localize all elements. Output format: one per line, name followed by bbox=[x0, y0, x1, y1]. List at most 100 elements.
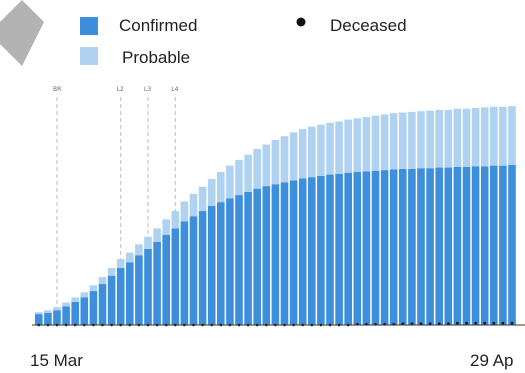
marker-label-br: BR bbox=[53, 86, 61, 93]
bar-probable bbox=[198, 186, 207, 212]
bar-confirmed bbox=[207, 205, 216, 325]
bar-confirmed bbox=[226, 198, 234, 325]
bar-confirmed bbox=[480, 166, 489, 325]
bar-probable bbox=[453, 108, 462, 167]
bar-probable bbox=[162, 219, 170, 235]
bar-probable bbox=[444, 109, 453, 168]
bar-confirmed bbox=[235, 195, 243, 325]
bar-confirmed bbox=[490, 165, 498, 325]
bar-probable bbox=[490, 106, 498, 166]
bar-confirmed bbox=[289, 180, 298, 325]
bar-probable bbox=[308, 126, 316, 178]
bar-confirmed bbox=[180, 221, 189, 325]
bar-probable bbox=[435, 109, 443, 168]
bar-confirmed bbox=[80, 297, 89, 325]
bar-confirmed bbox=[399, 168, 407, 325]
bar-confirmed bbox=[280, 182, 289, 325]
plot-area: BR L2 L3 L4 bbox=[35, 86, 516, 327]
bar-confirmed bbox=[253, 188, 261, 325]
legend-label-confirmed: Confirmed bbox=[119, 16, 197, 35]
point-deceased bbox=[492, 321, 496, 325]
bar-confirmed bbox=[326, 174, 334, 325]
bar-probable bbox=[244, 154, 252, 192]
bar-probable bbox=[171, 211, 180, 229]
bar-probable bbox=[80, 292, 89, 298]
point-deceased bbox=[419, 322, 423, 326]
bar-confirmed bbox=[508, 165, 516, 325]
bar-confirmed bbox=[417, 168, 425, 325]
bar-probable bbox=[353, 118, 362, 173]
bar-probable bbox=[408, 111, 416, 169]
bar-probable bbox=[471, 108, 480, 167]
bar-confirmed bbox=[462, 166, 471, 325]
bar-probable bbox=[71, 297, 79, 302]
bar-confirmed bbox=[107, 275, 116, 325]
bar-confirmed bbox=[453, 166, 462, 325]
bar-confirmed bbox=[471, 166, 480, 325]
point-deceased bbox=[501, 321, 505, 325]
bar-confirmed bbox=[298, 178, 307, 325]
bar-probable bbox=[207, 179, 216, 206]
bar-probable bbox=[262, 144, 271, 187]
bar-probable bbox=[98, 277, 107, 285]
bar-confirmed bbox=[153, 241, 161, 325]
bar-confirmed bbox=[62, 306, 70, 325]
bar-confirmed bbox=[408, 168, 416, 325]
bar-probable bbox=[289, 132, 298, 181]
bar-probable bbox=[107, 268, 116, 276]
bar-confirmed bbox=[71, 301, 79, 325]
bar-probable bbox=[298, 129, 307, 179]
bar-probable bbox=[135, 244, 143, 256]
bar-confirmed bbox=[116, 268, 125, 325]
point-deceased bbox=[456, 321, 459, 325]
bar-confirmed bbox=[162, 234, 170, 325]
bar-probable bbox=[189, 193, 198, 217]
bar-probable bbox=[326, 122, 334, 175]
marker-label-l3: L3 bbox=[144, 86, 151, 93]
point-deceased bbox=[465, 321, 468, 325]
x-axis-end-label: 29 Ap bbox=[470, 351, 514, 370]
bar-probable bbox=[126, 252, 134, 263]
legend: Confirmed Probable Deceased bbox=[80, 16, 407, 67]
bar-confirmed bbox=[444, 167, 453, 325]
bar-probable bbox=[317, 124, 325, 176]
point-deceased bbox=[474, 321, 477, 325]
point-deceased bbox=[447, 322, 450, 326]
bar-confirmed bbox=[35, 314, 43, 325]
bar-confirmed bbox=[389, 169, 398, 325]
bar-probable bbox=[371, 115, 380, 171]
bar-probable bbox=[344, 119, 352, 173]
legend-marker-deceased bbox=[296, 17, 306, 27]
bar-probable bbox=[399, 112, 407, 169]
point-deceased bbox=[483, 321, 487, 325]
bar-probable bbox=[499, 106, 507, 166]
bar-confirmed bbox=[353, 172, 362, 325]
bar-probable bbox=[462, 108, 471, 167]
back-arrow-shape bbox=[0, 0, 44, 66]
bar-confirmed bbox=[171, 228, 180, 325]
bar-probable bbox=[180, 201, 189, 222]
bar-confirmed bbox=[98, 284, 107, 325]
bar-probable bbox=[362, 117, 371, 172]
bar-probable bbox=[389, 113, 398, 170]
bar-confirmed bbox=[144, 248, 152, 325]
bar-probable bbox=[44, 310, 52, 313]
bar-probable bbox=[335, 121, 343, 174]
bar-probable bbox=[217, 172, 225, 203]
point-deceased bbox=[437, 322, 441, 326]
bar-confirmed bbox=[435, 167, 443, 325]
bar-probable bbox=[417, 111, 425, 169]
bar-confirmed bbox=[189, 216, 198, 325]
bar-confirmed bbox=[317, 175, 325, 325]
point-deceased bbox=[428, 322, 432, 326]
bar-probable bbox=[226, 165, 234, 199]
bar-probable bbox=[280, 136, 289, 183]
bar-probable bbox=[426, 110, 434, 169]
bar-confirmed bbox=[380, 170, 389, 325]
bar-confirmed bbox=[126, 262, 134, 325]
bar-confirmed bbox=[426, 168, 434, 325]
bar-probable bbox=[35, 312, 43, 315]
marker-label-l2: L2 bbox=[117, 86, 124, 93]
bar-confirmed bbox=[499, 165, 507, 325]
